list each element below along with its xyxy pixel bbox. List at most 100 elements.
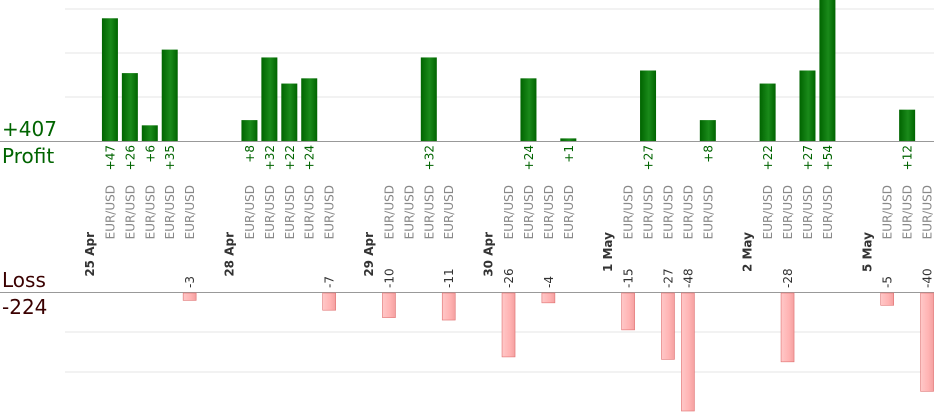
instrument-label: EUR/USD <box>163 185 177 239</box>
profit-value-label: +47 <box>103 145 117 170</box>
loss-value-label: -40 <box>921 268 934 288</box>
loss-value-label: -5 <box>881 276 895 288</box>
instrument-label: EUR/USD <box>303 185 317 239</box>
profit-value-label: +8 <box>701 145 715 163</box>
loss-label: Loss <box>2 268 46 292</box>
loss-value-label: -26 <box>502 268 516 288</box>
instrument-label: EUR/USD <box>881 185 895 239</box>
profit-value-label: +26 <box>123 145 137 170</box>
instrument-label: EUR/USD <box>263 185 277 239</box>
instrument-label: EUR/USD <box>522 185 536 239</box>
loss-value-label: -7 <box>323 276 337 288</box>
instrument-label: EUR/USD <box>781 185 795 239</box>
date-label: 5 May <box>860 232 874 272</box>
date-label: 25 Apr <box>83 232 97 277</box>
loss-bar <box>780 292 795 363</box>
profit-bar <box>141 125 158 141</box>
profit-value-label: +35 <box>163 145 177 170</box>
instrument-label: EUR/USD <box>123 185 137 239</box>
profit-value-label: +24 <box>303 145 317 170</box>
profit-bar <box>241 120 258 141</box>
instrument-label: EUR/USD <box>422 185 436 239</box>
profit-bar <box>560 138 577 141</box>
date-label: 2 May <box>741 232 755 272</box>
profit-bar <box>899 109 916 141</box>
instrument-label: EUR/USD <box>283 185 297 239</box>
profit-total: +407 <box>2 117 57 141</box>
loss-value-label: -10 <box>382 268 396 288</box>
instrument-label: EUR/USD <box>562 185 576 239</box>
profit-value-label: +54 <box>821 145 835 170</box>
instrument-label: EUR/USD <box>243 185 257 239</box>
loss-value-label: -48 <box>681 268 695 288</box>
profit-value-label: +27 <box>642 145 656 170</box>
profit-value-label: +22 <box>283 145 297 170</box>
instrument-label: EUR/USD <box>542 185 556 239</box>
loss-bar <box>382 292 396 318</box>
profit-bar <box>699 120 716 141</box>
instrument-label: EUR/USD <box>901 185 915 239</box>
loss-value-label: -3 <box>183 276 197 288</box>
loss-bar <box>880 292 895 306</box>
profit-bar <box>520 78 537 141</box>
instrument-label: EUR/USD <box>382 185 396 239</box>
loss-bar <box>182 292 197 301</box>
profit-value-label: +27 <box>801 145 815 170</box>
instrument-label: EUR/USD <box>821 185 835 239</box>
profit-value-label: +8 <box>243 145 257 163</box>
date-label: 30 Apr <box>482 232 496 277</box>
profit-value-label: +24 <box>522 145 536 170</box>
instrument-label: EUR/USD <box>323 185 337 239</box>
date-label: 1 May <box>601 232 615 272</box>
profit-bar <box>281 83 298 141</box>
profit-bar <box>640 70 657 141</box>
profit-value-label: +12 <box>901 145 915 170</box>
profit-bar <box>759 83 776 141</box>
loss-bar <box>920 292 934 392</box>
profit-bar <box>101 18 118 141</box>
instrument-label: EUR/USD <box>183 185 197 239</box>
profit-value-label: +22 <box>761 145 775 170</box>
loss-bar <box>621 292 635 331</box>
instrument-label: EUR/USD <box>143 185 157 239</box>
profit-bar <box>161 49 178 141</box>
profit-bar <box>301 78 318 141</box>
profit-bar <box>121 73 138 141</box>
profit-value-label: +1 <box>562 145 576 163</box>
loss-value-label: -11 <box>442 268 456 288</box>
profit-value-label: +6 <box>143 145 157 163</box>
instrument-label: EUR/USD <box>103 185 117 239</box>
instrument-label: EUR/USD <box>921 185 934 239</box>
profit-label: Profit <box>2 144 55 168</box>
loss-bar <box>441 292 456 321</box>
instrument-label: EUR/USD <box>402 185 416 239</box>
instrument-label: EUR/USD <box>661 185 675 239</box>
date-label: 29 Apr <box>362 232 376 277</box>
instrument-label: EUR/USD <box>701 185 715 239</box>
profit-bar <box>819 0 836 141</box>
profit-value-label: +32 <box>422 145 436 170</box>
loss-bar <box>501 292 516 358</box>
instrument-label: EUR/USD <box>681 185 695 239</box>
instrument-label: EUR/USD <box>642 185 656 239</box>
loss-value-label: -4 <box>542 276 556 288</box>
loss-value-label: -28 <box>781 268 795 288</box>
date-label: 28 Apr <box>223 232 237 277</box>
instrument-label: EUR/USD <box>502 185 516 239</box>
loss-bar <box>681 292 695 412</box>
instrument-label: EUR/USD <box>622 185 636 239</box>
loss-bar <box>322 292 336 311</box>
loss-total: -224 <box>2 295 48 319</box>
loss-value-label: -15 <box>622 268 636 288</box>
instrument-label: EUR/USD <box>761 185 775 239</box>
instrument-label: EUR/USD <box>801 185 815 239</box>
loss-value-label: -27 <box>661 268 675 288</box>
profit-value-label: +32 <box>263 145 277 170</box>
loss-bar <box>661 292 675 360</box>
profit-bar <box>261 57 278 141</box>
instrument-label: EUR/USD <box>442 185 456 239</box>
loss-bar <box>541 292 556 304</box>
profit-bar <box>420 57 437 141</box>
profit-bar <box>799 70 816 141</box>
